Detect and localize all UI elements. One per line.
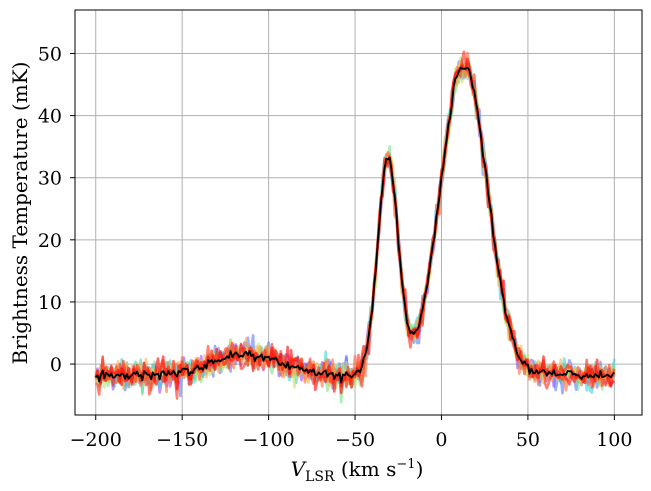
x-tick-label: 0 [435, 429, 447, 451]
x-axis-label-sup: −1 [396, 457, 415, 472]
plot-frame [74, 9, 643, 416]
x-tick-label: −200 [70, 429, 122, 451]
x-tick-label: −50 [335, 429, 375, 451]
y-tick-label: 40 [38, 106, 62, 128]
x-tick-label: 100 [596, 429, 632, 451]
ticks: −200 −150 −100 −50 0 50 100 0 10 20 30 40 50 [38, 43, 633, 451]
grid [75, 10, 642, 415]
x-axis-label: VLSR (km s−1) [291, 457, 424, 485]
y-tick-label: 0 [50, 354, 62, 376]
y-tick-label: 30 [38, 168, 62, 190]
mean-spectrum-line [95, 66, 615, 384]
y-tick-label: 50 [38, 43, 62, 65]
y-axis-label: Brightness Temperature (mK) [8, 62, 32, 365]
x-axis-label-units: (km s [335, 457, 397, 481]
x-axis-label-sub: LSR [305, 469, 335, 485]
x-axis-label-main: V [291, 457, 308, 481]
x-tick-label: 50 [516, 429, 540, 451]
series-group [94, 50, 616, 404]
y-tick-label: 10 [38, 292, 62, 314]
x-tick-label: −150 [156, 429, 208, 451]
x-tick-label: −100 [243, 429, 295, 451]
x-axis-label-close: ) [416, 457, 424, 481]
y-tick-label: 20 [38, 230, 62, 252]
